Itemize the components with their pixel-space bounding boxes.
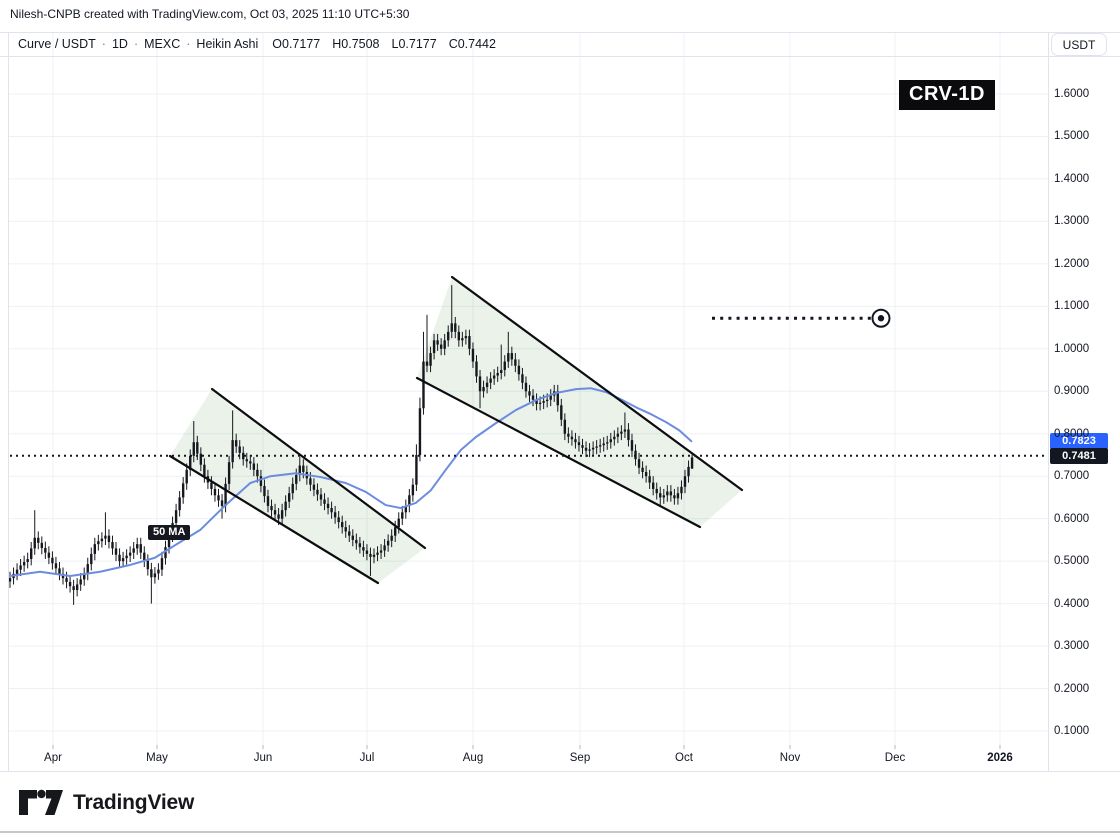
price-axis-label: 0.7000	[1054, 470, 1090, 483]
descending-channel-may-jul-upper-line[interactable]	[210, 387, 427, 550]
descending-channel-aug-oct-lower-line[interactable]	[415, 376, 702, 529]
price-axis-label: 1.3000	[1054, 215, 1090, 228]
price-axis-label: 1.6000	[1054, 88, 1090, 100]
exchange-label[interactable]: MEXC	[144, 37, 181, 51]
descending-channel-aug-oct-upper-line[interactable]	[450, 275, 744, 492]
symbol-timeframe-annotation[interactable]: CRV-1D	[899, 80, 995, 110]
time-axis-label: 2026	[987, 752, 1013, 764]
price-line-axis-tag: 0.7481	[1050, 447, 1108, 464]
high-value: H0.7508	[332, 37, 380, 51]
price-axis-label: 0.2000	[1054, 682, 1090, 695]
time-axis-label: Oct	[675, 752, 693, 764]
separator: ·	[101, 37, 106, 51]
open-value: O0.7177	[272, 37, 321, 51]
ma-indicator-label[interactable]: 50 MA	[148, 525, 191, 540]
axis-left-border	[1048, 32, 1049, 771]
price-axis-label: 1.1000	[1054, 300, 1090, 313]
price-axis-label: 1.5000	[1054, 130, 1090, 143]
currency-toggle-button[interactable]: USDT	[1051, 33, 1107, 56]
pane-left-border	[8, 32, 9, 771]
descending-channel-aug-oct-fill[interactable]	[417, 277, 742, 527]
separator: ·	[133, 37, 139, 51]
tradingview-wordmark: TradingView	[73, 790, 195, 814]
tradingview-footer-logo: TradingView	[18, 789, 194, 816]
time-axis-label: Nov	[779, 752, 801, 764]
time-axis-label: Sep	[569, 752, 591, 764]
header-top-border	[0, 32, 1120, 33]
time-axis-label: Apr	[44, 752, 62, 764]
symbol-name[interactable]: Curve / USDT	[18, 37, 96, 51]
descending-channel-may-jul-lower-line[interactable]	[168, 454, 380, 585]
close-value: C0.7442	[448, 37, 496, 51]
price-axis-label: 0.3000	[1054, 640, 1090, 653]
attribution-text: Nilesh-CNPB created with TradingView.com…	[10, 7, 410, 21]
time-axis-label: May	[146, 752, 168, 764]
separator: ·	[186, 37, 191, 51]
axis-bottom-border	[0, 771, 1120, 772]
chart-type-label[interactable]: Heikin Ashi	[196, 37, 259, 51]
symbol-legend: Curve / USDT · 1D · MEXC · Heikin Ashi O…	[18, 37, 496, 51]
price-axis-label: 0.4000	[1054, 597, 1090, 610]
interval-label[interactable]: 1D	[111, 37, 128, 51]
price-axis-label: 1.0000	[1054, 342, 1090, 355]
price-axis-label: 0.8000	[1054, 427, 1090, 440]
price-axis-label: 1.4000	[1054, 172, 1090, 185]
low-value: L0.7177	[391, 37, 437, 51]
time-axis-label: Jun	[253, 752, 273, 764]
price-axis-label: 0.1000	[1054, 725, 1090, 737]
price-axis-label: 0.5000	[1054, 555, 1090, 568]
ohlc-values: O0.7177 H0.7508 L0.7177 C0.7442	[272, 37, 496, 51]
price-axis-label: 0.6000	[1054, 512, 1090, 525]
price-axis-label: 1.2000	[1054, 257, 1090, 270]
image-bottom-edge	[0, 831, 1120, 833]
tradingview-logo-icon	[19, 789, 63, 815]
time-axis-label: Dec	[884, 752, 906, 764]
descending-channel-may-jul-fill[interactable]	[170, 389, 425, 583]
time-axis-label: Jul	[359, 752, 375, 764]
ma-value-axis-tag: 0.7823	[1050, 433, 1108, 450]
price-axis-label: 0.9000	[1054, 385, 1090, 398]
header-bottom-border	[0, 56, 1120, 57]
time-axis-label: Aug	[462, 752, 484, 764]
